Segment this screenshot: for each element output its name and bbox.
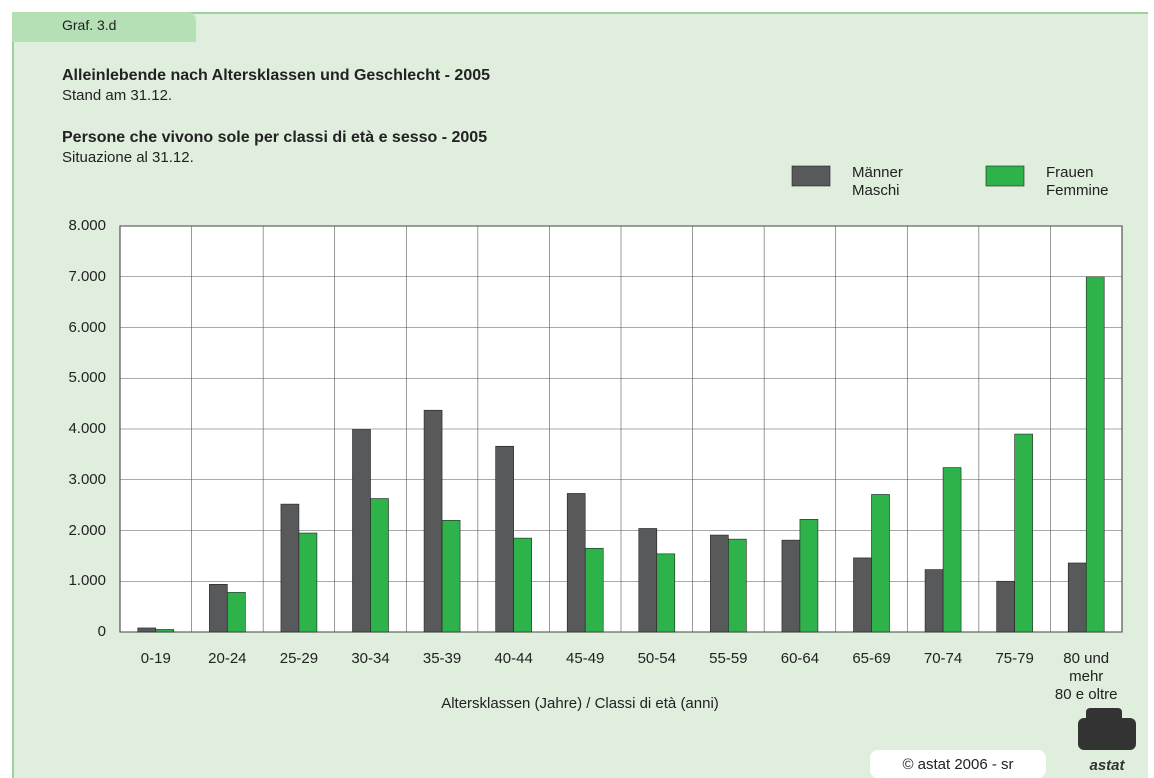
tab-shape — [12, 12, 196, 42]
bar — [137, 627, 157, 633]
legend-swatch — [791, 165, 831, 187]
bar — [996, 580, 1015, 633]
bar — [209, 583, 228, 633]
chart-subtitle: Stand am 31.12. — [62, 87, 173, 104]
x-tick-label: 35-39 — [422, 650, 462, 667]
x-tick-label: 25-29 — [279, 650, 319, 667]
x-tick-label: 70-74 — [923, 650, 963, 667]
bar — [710, 534, 729, 633]
tab-label: Graf. 3.d — [62, 17, 117, 33]
bar — [781, 539, 801, 633]
y-tick-label: 1.000 — [68, 572, 106, 590]
legend-label: Frauen Femmine — [1046, 164, 1109, 199]
chart-subtitle-it: Situazione al 31.12. — [62, 149, 194, 166]
logo-text: astat — [1089, 757, 1125, 774]
chart-title-it: Persone che vivono sole per classi di et… — [62, 129, 488, 146]
y-tick-label: 4.000 — [68, 420, 106, 437]
bar — [1085, 276, 1105, 633]
y-tick-label: 2.000 — [68, 521, 106, 539]
bar — [280, 503, 300, 633]
bar — [924, 569, 944, 633]
x-tick-label: 60-64 — [780, 650, 820, 667]
bar — [799, 519, 819, 633]
y-tick-label: 7.000 — [68, 267, 106, 285]
bar — [942, 467, 962, 633]
bar — [423, 409, 443, 633]
x-tick-label: 75-79 — [995, 650, 1034, 667]
y-tick-label: 0 — [97, 623, 106, 640]
bar — [871, 494, 890, 633]
y-tick-label: 6.000 — [68, 318, 106, 336]
x-tick-label: 30-34 — [351, 650, 390, 667]
logo-mark — [1078, 708, 1136, 750]
logo-shape — [1086, 708, 1122, 722]
bar — [495, 445, 514, 633]
bar — [566, 493, 586, 633]
x-tick-label: 45-49 — [566, 650, 605, 667]
x-tick-label: 80 und mehr 80 e oltre — [1054, 650, 1118, 703]
bar — [513, 537, 532, 633]
x-tick-label: 55-59 — [709, 650, 748, 667]
bar — [584, 547, 604, 633]
bar — [853, 557, 872, 633]
bar — [656, 553, 676, 633]
y-tick-label: 8.000 — [68, 217, 106, 234]
bar — [298, 532, 318, 633]
logo-shape — [1078, 718, 1136, 750]
legend-label: Männer Maschi — [852, 164, 903, 199]
x-tick-label: 50-54 — [637, 650, 676, 667]
y-tick-label: 5.000 — [68, 369, 106, 387]
bar — [370, 498, 389, 633]
chart-title: Alleinlebende nach Altersklassen und Ges… — [62, 67, 491, 84]
legend-swatch — [985, 165, 1025, 187]
bar — [1067, 562, 1087, 633]
x-axis-label: Altersklassen (Jahre) / Classi di età (a… — [441, 695, 719, 712]
bar — [728, 538, 747, 633]
bar — [1014, 433, 1033, 633]
x-tick-label: 0-19 — [140, 650, 171, 667]
x-tick-label: 20-24 — [208, 650, 247, 667]
bar — [441, 520, 461, 633]
bar — [227, 592, 246, 633]
footer-box — [870, 750, 1046, 778]
x-tick-label: 65-69 — [852, 650, 891, 667]
bar — [155, 629, 175, 633]
y-tick-label: 3.000 — [68, 470, 106, 488]
x-tick-label: 40-44 — [494, 650, 533, 667]
bar — [638, 528, 658, 633]
footer: © astat 2006 - sr — [902, 756, 1014, 773]
bar — [352, 429, 371, 633]
